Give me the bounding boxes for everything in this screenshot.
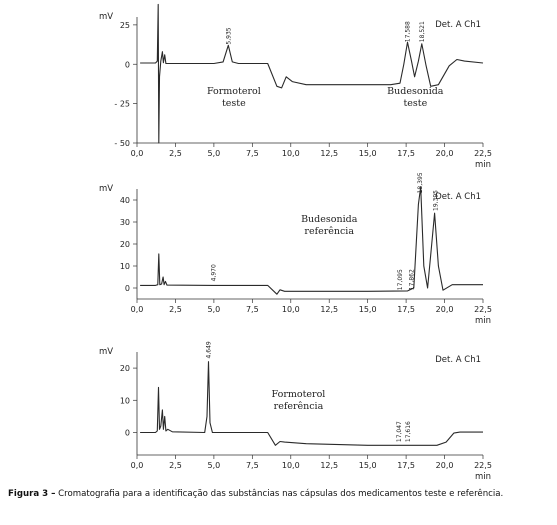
peak-retention-label: 17,588 bbox=[404, 21, 411, 42]
sample-annotation: teste bbox=[222, 98, 246, 109]
x-tick-label: 5,0 bbox=[208, 305, 221, 314]
y-tick-label: 0 bbox=[125, 428, 130, 437]
caption-label: Figura 3 – bbox=[8, 489, 56, 499]
y-tick-label: 20 bbox=[120, 364, 130, 373]
x-tick-label: 7,5 bbox=[246, 149, 259, 158]
peak-retention-label: 18,521 bbox=[419, 21, 426, 42]
x-tick-label: 10,0 bbox=[282, 461, 300, 470]
x-tick-label: 12,5 bbox=[320, 149, 338, 158]
x-tick-label: 10,0 bbox=[282, 149, 300, 158]
x-tick-label: 17,5 bbox=[397, 305, 415, 314]
x-tick-label: 7,5 bbox=[246, 461, 259, 470]
y-tick-label: 0 bbox=[125, 284, 130, 293]
caption-text: Cromatografia para a identificação das s… bbox=[55, 489, 504, 499]
x-tick-label: 17,5 bbox=[397, 461, 415, 470]
x-tick-label: 5,0 bbox=[208, 149, 221, 158]
x-tick-label: 0,0 bbox=[131, 149, 144, 158]
x-tick-label: 15,0 bbox=[359, 305, 377, 314]
x-tick-label: 2,5 bbox=[169, 149, 182, 158]
y-tick-label: 10 bbox=[120, 396, 130, 405]
x-tick-label: 15,0 bbox=[359, 461, 377, 470]
x-tick-label: 0,0 bbox=[131, 461, 144, 470]
x-tick-label: 0,0 bbox=[131, 305, 144, 314]
x-tick-label: 22,5 bbox=[474, 305, 492, 314]
chromatogram-trace bbox=[140, 186, 483, 295]
x-axis-unit: min bbox=[475, 160, 491, 170]
y-tick-label: 25 bbox=[120, 21, 130, 30]
peak-retention-label: 5,935 bbox=[225, 27, 232, 44]
x-tick-label: 22,5 bbox=[474, 149, 492, 158]
detector-label: Det. A Ch1 bbox=[435, 192, 481, 202]
sample-annotation: Budesonida bbox=[301, 214, 358, 225]
sample-annotation: referência bbox=[274, 401, 324, 412]
peak-retention-label: 18,395 bbox=[417, 172, 424, 193]
x-tick-label: 17,5 bbox=[397, 149, 415, 158]
sample-annotation: referência bbox=[304, 226, 354, 237]
x-tick-label: 15,0 bbox=[359, 149, 377, 158]
chart-panel-2: mV min Det. A Ch1 40 30 20 10 0 0,0 2,5 5,0 7,5 10,0… bbox=[99, 172, 492, 326]
sample-annotation: teste bbox=[403, 98, 427, 109]
y-tick-label: 40 bbox=[120, 196, 130, 205]
x-tick-label: 22,5 bbox=[474, 461, 492, 470]
x-tick-label: 2,5 bbox=[169, 461, 182, 470]
x-tick-label: 7,5 bbox=[246, 305, 259, 314]
y-tick-label: 20 bbox=[120, 240, 130, 249]
y-axis-unit: mV bbox=[99, 184, 113, 194]
x-tick-label: 12,5 bbox=[320, 461, 338, 470]
peak-retention-label: 4,649 bbox=[205, 341, 212, 358]
peak-retention-label: 17,047 bbox=[396, 421, 403, 442]
x-tick-label: 20,0 bbox=[436, 149, 454, 158]
y-tick-label: 30 bbox=[120, 218, 130, 227]
y-tick-label: - 25 bbox=[114, 100, 130, 109]
detector-label: Det. A Ch1 bbox=[435, 20, 481, 30]
x-tick-label: 2,5 bbox=[169, 305, 182, 314]
sample-annotation: Budesonida bbox=[387, 86, 444, 97]
peak-retention-label: 17,862 bbox=[409, 269, 416, 290]
x-tick-label: 12,5 bbox=[320, 305, 338, 314]
y-axis-unit: mV bbox=[99, 12, 113, 22]
x-tick-label: 20,0 bbox=[436, 305, 454, 314]
y-tick-label: 0 bbox=[125, 60, 130, 69]
x-tick-label: 5,0 bbox=[208, 461, 221, 470]
chart-panel-1: mV min Det. A Ch1 25 0 - 25 - 500,0 2,5 5,0 7,5 10… bbox=[99, 3, 492, 170]
peak-retention-label: 17,616 bbox=[405, 421, 412, 442]
peak-retention-label: 4,970 bbox=[210, 264, 217, 281]
chart-panel-3: mV min Det. A Ch1 20 10 0 0,0 2,5 5,0 7,5 10,0 12,5… bbox=[99, 341, 492, 482]
y-tick-label: - 50 bbox=[114, 139, 130, 148]
x-axis-unit: min bbox=[475, 472, 491, 482]
peak-retention-label: 19,395 bbox=[432, 190, 439, 211]
chromatogram-trace bbox=[140, 3, 484, 144]
peak-retention-label: 17,095 bbox=[397, 269, 404, 290]
detector-label: Det. A Ch1 bbox=[435, 355, 481, 365]
y-axis-unit: mV bbox=[99, 347, 113, 357]
sample-annotation: Formoterol bbox=[207, 86, 261, 97]
x-tick-label: 10,0 bbox=[282, 305, 300, 314]
chromatogram-trace bbox=[140, 361, 483, 446]
x-axis-unit: min bbox=[475, 316, 491, 326]
x-tick-label: 20,0 bbox=[436, 461, 454, 470]
figure-caption: Figura 3 – Cromatografia para a identifi… bbox=[8, 489, 556, 499]
y-tick-label: 10 bbox=[120, 262, 130, 271]
sample-annotation: Formoterol bbox=[272, 389, 326, 400]
